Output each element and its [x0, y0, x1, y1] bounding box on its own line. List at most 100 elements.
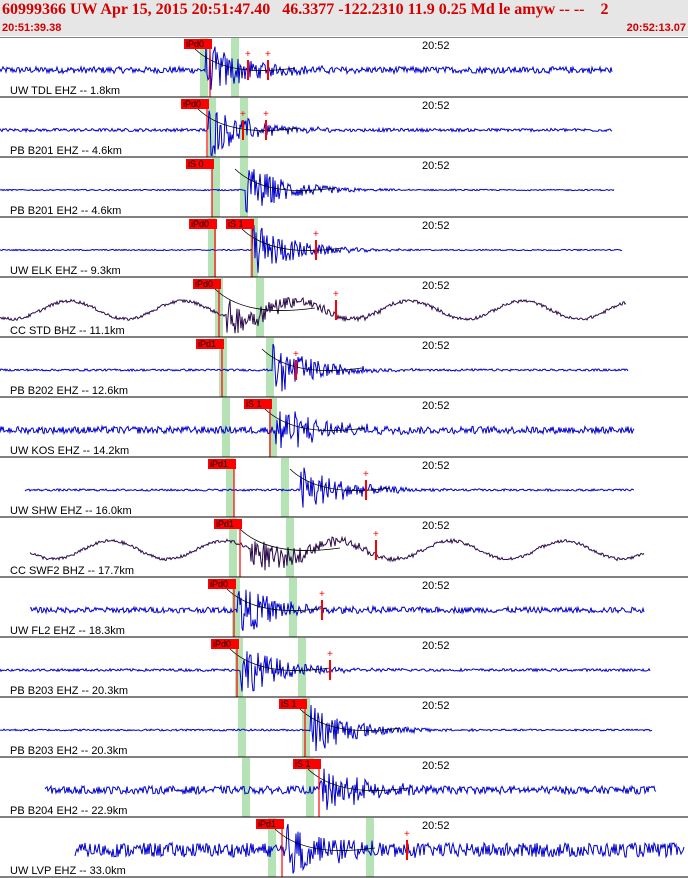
pick-window [219, 338, 227, 397]
amplitude-marker: + [293, 349, 299, 360]
pick-window [266, 338, 274, 397]
minute-label: 20:52 [422, 820, 450, 832]
minute-label: 20:52 [422, 220, 450, 232]
pick-flag [189, 219, 217, 229]
station-label: CC STD BHZ -- 11.1km [10, 325, 125, 337]
pick-flag [293, 759, 321, 769]
amplitude-marker: + [319, 589, 325, 600]
station-label: UW LVP EHZ -- 33.0km [10, 865, 126, 877]
pick-label: iPd1 [210, 459, 228, 469]
pick-label: iPd0 [183, 99, 201, 109]
pick-label: iPd0 [186, 39, 204, 49]
station-label: PB B201 EH2 -- 4.6km [10, 205, 121, 217]
waveform-trace [0, 43, 613, 90]
pick-label: iS 1 [246, 399, 262, 409]
waveform-trace [0, 169, 615, 213]
waveform-trace [0, 110, 613, 156]
pick-flag [208, 579, 236, 589]
minute-label: 20:52 [422, 760, 450, 772]
station-label: PB B201 EHZ -- 4.6km [10, 145, 122, 157]
pick-window [302, 698, 310, 757]
pick-window [269, 398, 277, 457]
coda-curve [197, 108, 299, 131]
pick-window [250, 218, 258, 277]
waveform-trace [0, 411, 635, 449]
pick-label: iPd0 [195, 279, 213, 289]
coda-curve [261, 348, 363, 371]
amplitude-marker: + [240, 109, 246, 120]
waveform-trace [0, 704, 653, 752]
pick-window [232, 578, 240, 637]
minute-label: 20:52 [422, 400, 450, 412]
amplitude-marker: + [333, 289, 339, 300]
station-label: PB B203 EHZ -- 20.3km [10, 685, 128, 697]
station-label: UW SHW EHZ -- 16.0km [10, 505, 132, 517]
station-label: UW TDL EHZ -- 1.8km [10, 85, 120, 97]
seismogram-plot: 20:52 iPd0 + + UW TDL EHZ -- 1.8km 20:52 iPd0 +… [0, 37, 688, 878]
pick-flag [211, 639, 239, 649]
pick-flag [181, 99, 209, 109]
station-label: PB B203 EH2 -- 20.3km [10, 745, 127, 757]
pick-window [212, 158, 220, 217]
station-label: UW ELK EHZ -- 9.3km [10, 265, 121, 277]
pick-label: iPd0 [191, 219, 209, 229]
pick-label: iS 0 [188, 159, 204, 169]
pick-window [286, 518, 294, 577]
minute-label: 20:52 [422, 460, 450, 472]
waveform-trace [0, 343, 629, 392]
pick-flag [208, 459, 236, 469]
coda-curve [299, 708, 401, 731]
station-label: PB B202 EHZ -- 12.6km [10, 385, 128, 397]
station-label: UW KOS EHZ -- 14.2km [10, 445, 129, 457]
waveform-trace [29, 535, 645, 571]
window-start-time: 20:51:39.38 [2, 22, 62, 34]
pick-window [281, 458, 289, 517]
pick-label: iPd1 [216, 519, 234, 529]
amplitude-marker: + [263, 109, 269, 120]
pick-flag [244, 399, 272, 409]
station-label: UW FL2 EHZ -- 18.3km [10, 625, 125, 637]
amplitude-marker: + [327, 649, 333, 660]
waveform-trace [44, 768, 657, 810]
pick-flag [226, 219, 254, 229]
station-label: PB B204 EH2 -- 22.9km [10, 805, 127, 817]
pick-flag [214, 519, 242, 529]
pick-window [366, 818, 374, 877]
pick-window [208, 98, 216, 157]
pick-window [256, 278, 264, 337]
pick-flag [193, 279, 221, 289]
waveform-trace [29, 589, 645, 631]
pick-window [200, 38, 208, 97]
minute-label: 20:52 [422, 640, 450, 652]
minute-label: 20:52 [422, 280, 450, 292]
amplitude-marker: + [245, 49, 251, 60]
pick-label: iS 1 [281, 699, 297, 709]
pick-label: iPd0 [210, 579, 228, 589]
minute-label: 20:52 [422, 40, 450, 52]
pick-window [208, 218, 216, 277]
pick-window [238, 698, 246, 757]
coda-curve [214, 288, 316, 311]
pick-window [231, 38, 239, 97]
amplitude-marker: + [404, 829, 410, 840]
station-label: CC SWF2 BHZ -- 17.7km [10, 565, 134, 577]
amplitude-marker: + [265, 49, 271, 60]
pick-window [242, 758, 250, 817]
waveform-trace [0, 296, 627, 334]
pick-flag [279, 699, 307, 709]
waveform-trace [0, 224, 623, 273]
window-end-time: 20:52:13.07 [626, 22, 686, 34]
pick-label: iPd1 [258, 819, 276, 829]
pick-flag [184, 39, 212, 49]
event-title: 60999366 UW Apr 15, 2015 20:51:47.40 46.… [2, 1, 609, 18]
pick-label: iS 1 [228, 219, 244, 229]
minute-label: 20:52 [422, 520, 450, 532]
amplitude-marker: + [363, 469, 369, 480]
waveform-trace [74, 823, 685, 874]
pick-label: iS 1 [295, 759, 311, 769]
pick-flag [186, 159, 214, 169]
minute-label: 20:52 [422, 100, 450, 112]
coda-curve [307, 768, 409, 791]
pick-window [226, 458, 234, 517]
pick-label: iPd1 [198, 339, 216, 349]
